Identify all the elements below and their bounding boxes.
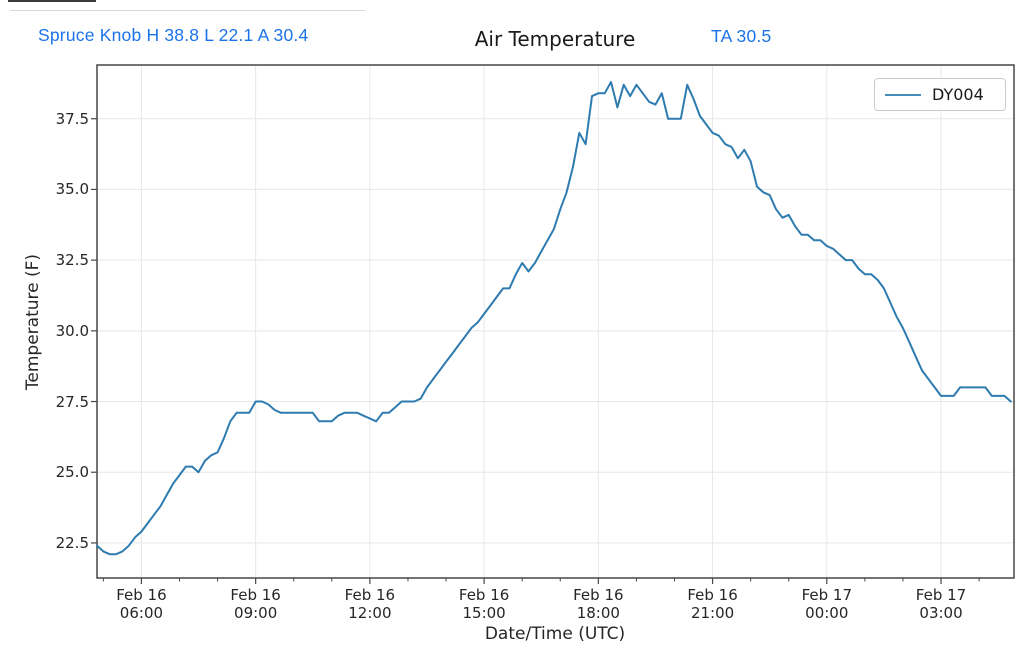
top-edge-artifact bbox=[8, 0, 96, 2]
top-edge-rule bbox=[10, 10, 365, 11]
x-tick-label: Feb 17 00:00 bbox=[801, 586, 852, 622]
y-tick-label: 22.5 bbox=[55, 533, 89, 552]
plot-frame bbox=[96, 64, 1015, 579]
x-tick-label: Feb 16 18:00 bbox=[573, 586, 624, 622]
station-summary: Spruce Knob H 38.8 L 22.1 A 30.4 bbox=[38, 25, 309, 45]
current-temp-reading: TA 30.5 bbox=[711, 26, 772, 46]
x-tick-label: Feb 16 21:00 bbox=[687, 586, 738, 622]
x-tick-label: Feb 16 15:00 bbox=[458, 586, 510, 622]
legend-line-sample bbox=[885, 93, 921, 96]
legend-label: DY004 bbox=[932, 85, 984, 104]
y-tick-label: 35.0 bbox=[55, 180, 89, 199]
x-tick-label: Feb 17 03:00 bbox=[915, 586, 967, 622]
y-tick-label: 30.0 bbox=[55, 321, 89, 340]
legend: DY004 bbox=[874, 78, 1006, 111]
x-axis-label: Date/Time (UTC) bbox=[484, 624, 626, 644]
y-tick-label: 27.5 bbox=[55, 392, 89, 411]
chart-title: Air Temperature bbox=[474, 27, 636, 51]
x-tick-label: Feb 16 06:00 bbox=[116, 586, 167, 622]
x-tick-label: Feb 16 09:00 bbox=[230, 586, 281, 622]
y-tick-label: 25.0 bbox=[55, 463, 89, 482]
y-tick-label: 37.5 bbox=[55, 109, 89, 128]
temperature-line bbox=[96, 81, 1012, 556]
x-tick-label: Feb 16 12:00 bbox=[344, 586, 396, 622]
y-tick-label: 32.5 bbox=[55, 251, 89, 270]
